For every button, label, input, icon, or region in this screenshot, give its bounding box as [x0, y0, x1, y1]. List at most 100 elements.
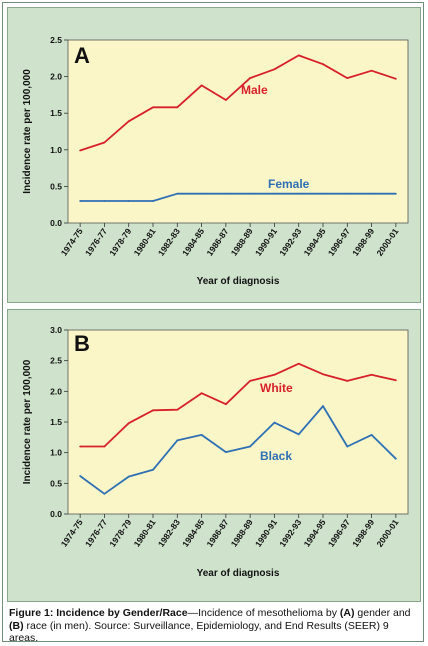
chart-b-series-white-point [370, 373, 373, 376]
chart-a-series-female-point [394, 192, 397, 195]
chart-b-plot-area [67, 329, 409, 515]
chart-b-series-black-point [176, 439, 179, 442]
chart-b-series-white-point [346, 380, 349, 382]
chart-b-x-tick-label: 1984-85 [180, 517, 206, 549]
chart-a-series-female-point [152, 200, 154, 202]
chart-a-series-male-point [79, 149, 82, 152]
chart-a-series-female-point [346, 192, 349, 195]
chart-b-panel-letter: B [74, 331, 90, 356]
chart-b-x-tick-label: 1974-75 [59, 517, 85, 549]
caption-b: (B) [9, 619, 24, 632]
chart-a-series-female-point [273, 192, 276, 195]
chart-b-series-white-point [79, 445, 82, 448]
chart-a-svg: 0.00.51.01.52.02.51974-751976-771978-791… [22, 35, 409, 287]
chart-a-series-female-point [297, 192, 300, 195]
caption-text-3: race (in men). Source: Surveillance, Epi… [9, 619, 389, 645]
chart-b-x-tick-label: 1982-83 [156, 517, 182, 549]
chart-a-series-female-label: Female [268, 177, 310, 191]
chart-b-series-white-point [297, 362, 300, 365]
chart-b-x-tick-label: 1978-79 [107, 517, 133, 549]
chart-b-x-tick-label: 1998-99 [350, 517, 376, 549]
chart-a-series-male-point [322, 63, 324, 66]
chart-a-series-male-point [152, 106, 154, 109]
chart-a-series-male-point [394, 77, 397, 80]
chart-a-panel-letter: A [74, 43, 90, 68]
chart-b-x-tick-label: 1986-87 [204, 517, 230, 549]
chart-b-x-axis-title: Year of diagnosis [197, 568, 280, 579]
chart-b-series-black-label: Black [260, 449, 292, 463]
chart-b-series-white-point [200, 392, 203, 395]
chart-a-series-female-point [127, 200, 130, 202]
chart-a-series-male-point [127, 120, 130, 123]
chart-b-series-white-point [249, 380, 252, 382]
chart-b-x-tick-label: 1996-97 [326, 517, 352, 549]
chart-b-series-black-point [322, 405, 324, 407]
panel-b: 0.0 0.5 1.0 1.5 2.0 2.5 3.0 1974-75 1976-77 1978-… [7, 309, 421, 602]
chart-b-series-black-point [297, 433, 300, 436]
chart-a-y-tick-label: 1.0 [50, 145, 62, 155]
chart-a-series-female-point [103, 200, 106, 202]
chart-a-y-tick-label: 2.5 [50, 35, 62, 45]
chart-b-y-tick-label: 1.5 [50, 417, 62, 427]
chart-b-y-tick-label: 2.5 [50, 356, 62, 366]
chart-b-y-tick-label: 0.5 [50, 478, 62, 488]
chart-a-x-tick-label: 1986-87 [204, 226, 230, 258]
chart-b-series-white-line [80, 362, 397, 448]
chart-b-series-white-label: White [260, 381, 293, 395]
chart-a-series-male-point [200, 84, 203, 87]
chart-a-y-tick-label: 2.0 [50, 72, 62, 82]
chart-a-series-female-point [176, 192, 179, 195]
chart-a-series-male-label: Male [241, 83, 268, 97]
chart-b-series-black-point [79, 475, 82, 477]
chart-a-series-female-line [80, 192, 396, 202]
chart-b-svg: 0.0 0.5 1.0 1.5 2.0 2.5 3.0 1974-751976-771978-… [22, 325, 409, 579]
chart-b-series-black-point [127, 475, 130, 478]
chart-a-x-tick-label: 1996-97 [326, 226, 352, 258]
chart-a-x-tick-label: 1978-79 [107, 226, 133, 258]
chart-b-x-tick-label: 1994-95 [302, 517, 328, 549]
chart-a-plot-area [67, 39, 409, 224]
chart-b-series-white-point [103, 445, 106, 448]
chart-b-x-tick-label: 1990-91 [253, 517, 279, 549]
chart-b-series-black-point [103, 492, 106, 495]
chart-a-series-female-point [322, 192, 324, 195]
chart-b-x-tick-label: 1992-93 [277, 517, 303, 549]
chart-b-x-tick-label: 2000-01 [374, 517, 400, 549]
chart-b-series-black-point [249, 445, 252, 448]
chart-a-series-male-point [346, 77, 349, 79]
chart-b-x-tick-label: 1976-77 [83, 517, 109, 549]
chart-a-x-tick-label: 1994-95 [302, 226, 328, 258]
chart-a-series-male-point [176, 106, 179, 109]
chart-a-y-axis-title: Incidence rate per 100,000 [22, 69, 33, 194]
chart-b-series-black-point [370, 433, 373, 436]
chart-b-series-white-point [322, 373, 324, 376]
chart-a-x-tick-label: 1998-99 [350, 226, 376, 258]
chart-b-y-tick-label: 0.0 [50, 509, 62, 519]
chart-a-series-female-point [224, 192, 227, 195]
chart-b-series-white-point [273, 373, 276, 376]
chart-a-series-male-point [224, 99, 227, 101]
chart-b-y-tick-label: 3.0 [50, 325, 62, 335]
chart-b-y-tick-label: 1.0 [50, 448, 62, 458]
chart-a-y-tick-label: 0.5 [50, 181, 62, 191]
chart-b-x-tick-label: 1988-89 [229, 517, 255, 549]
chart-b-series-black-point [224, 451, 227, 453]
chart-b-series-white-point [127, 422, 130, 425]
chart-b-series-white-point [224, 403, 227, 406]
chart-b-series-black-point [273, 421, 276, 424]
chart-a-series-male-point [370, 69, 373, 72]
chart-b-y-axis-title: Incidence rate per 100,000 [22, 359, 33, 484]
chart-a-series-male-point [249, 77, 252, 79]
chart-b-x-tick-label: 1980-81 [132, 517, 158, 549]
chart-b-series-black-point [200, 433, 203, 436]
chart-a-x-tick-label: 1988-89 [229, 226, 255, 258]
chart-a-x-tick-label: 1976-77 [83, 226, 109, 258]
figure-caption: Figure 1: Incidence by Gender/Race—Incid… [9, 607, 419, 645]
chart-a-x-tick-label: 1990-91 [253, 226, 279, 258]
caption-text-2: gender and [354, 607, 411, 619]
chart-b-series-black-point [394, 457, 397, 460]
panel-a: 0.0 0.5 1.0 1.5 2.0 2.5 1974-75 1976-77 1978-79 1… [7, 7, 421, 303]
chart-a-series-male-line [79, 54, 397, 152]
chart-b-series-white-point [152, 409, 154, 412]
